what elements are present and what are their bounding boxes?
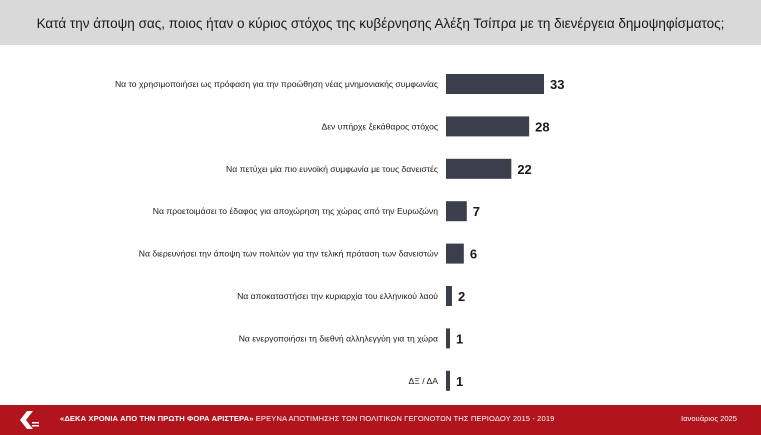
category-label: Να διερευνήσει την άποψη των πολιτών για…	[139, 249, 438, 259]
bar	[446, 201, 467, 222]
category-label: Να πετύχει μία πιο ευνοϊκή συμφωνία με τ…	[226, 164, 438, 174]
category-label: Να προετοιμάσει το έδαφος για αποχώρηση …	[153, 206, 438, 216]
value-label: 28	[535, 119, 549, 134]
party-logo-icon	[20, 411, 39, 429]
footer-survey-text: «ΔΕΚΑ ΧΡΟΝΙΑ ΑΠΟ ΤΗΝ ΠΡΩΤΗ ΦΟΡΑ ΑΡΙΣΤΕΡΑ…	[60, 414, 554, 423]
category-label: Να ενεργοποιήσει τη διεθνή αλληλεγγύη γι…	[239, 333, 438, 343]
category-label: Να αποκαταστήσει την κυριαρχία του ελλην…	[237, 291, 438, 301]
bar	[446, 370, 450, 391]
value-label: 7	[473, 204, 480, 219]
bar-chart: Να το χρησιμοποιήσει ως πρόφαση για την …	[115, 74, 564, 391]
category-label: ΔΞ / ΔΑ	[409, 376, 439, 386]
footer-bar: «ΔΕΚΑ ΧΡΟΝΙΑ ΑΠΟ ΤΗΝ ΠΡΩΤΗ ΦΟΡΑ ΑΡΙΣΤΕΡΑ…	[0, 405, 761, 435]
bar	[446, 286, 452, 306]
footer-date: Ιανουάριος 2025	[681, 414, 737, 423]
bar	[446, 243, 464, 264]
value-label: 6	[470, 247, 477, 262]
bar	[446, 328, 450, 349]
value-label: 22	[517, 162, 531, 177]
value-label: 1	[456, 331, 463, 346]
value-label: 1	[456, 374, 463, 389]
footer-subtitle: ΕΡΕΥΝΑ ΑΠΟΤΙΜΗΣΗΣ ΤΩΝ ΠΟΛΙΤΙΚΩΝ ΓΕΓΟΝΟΤΩ…	[255, 414, 555, 423]
bar	[446, 158, 512, 179]
category-label: Να το χρησιμοποιήσει ως πρόφαση για την …	[115, 79, 438, 89]
category-label: Δεν υπήρχε ξεκάθαρος στόχος	[321, 121, 438, 131]
bar	[446, 116, 530, 137]
value-label: 2	[458, 289, 465, 304]
bar	[446, 74, 544, 94]
title-bar: Κατά την άποψη σας, ποιος ήταν ο κύριος …	[0, 0, 761, 45]
footer-headline: «ΔΕΚΑ ΧΡΟΝΙΑ ΑΠΟ ΤΗΝ ΠΡΩΤΗ ΦΟΡΑ ΑΡΙΣΤΕΡΑ…	[60, 414, 254, 423]
value-label: 33	[550, 77, 564, 92]
chart-title: Κατά την άποψη σας, ποιος ήταν ο κύριος …	[36, 16, 725, 31]
